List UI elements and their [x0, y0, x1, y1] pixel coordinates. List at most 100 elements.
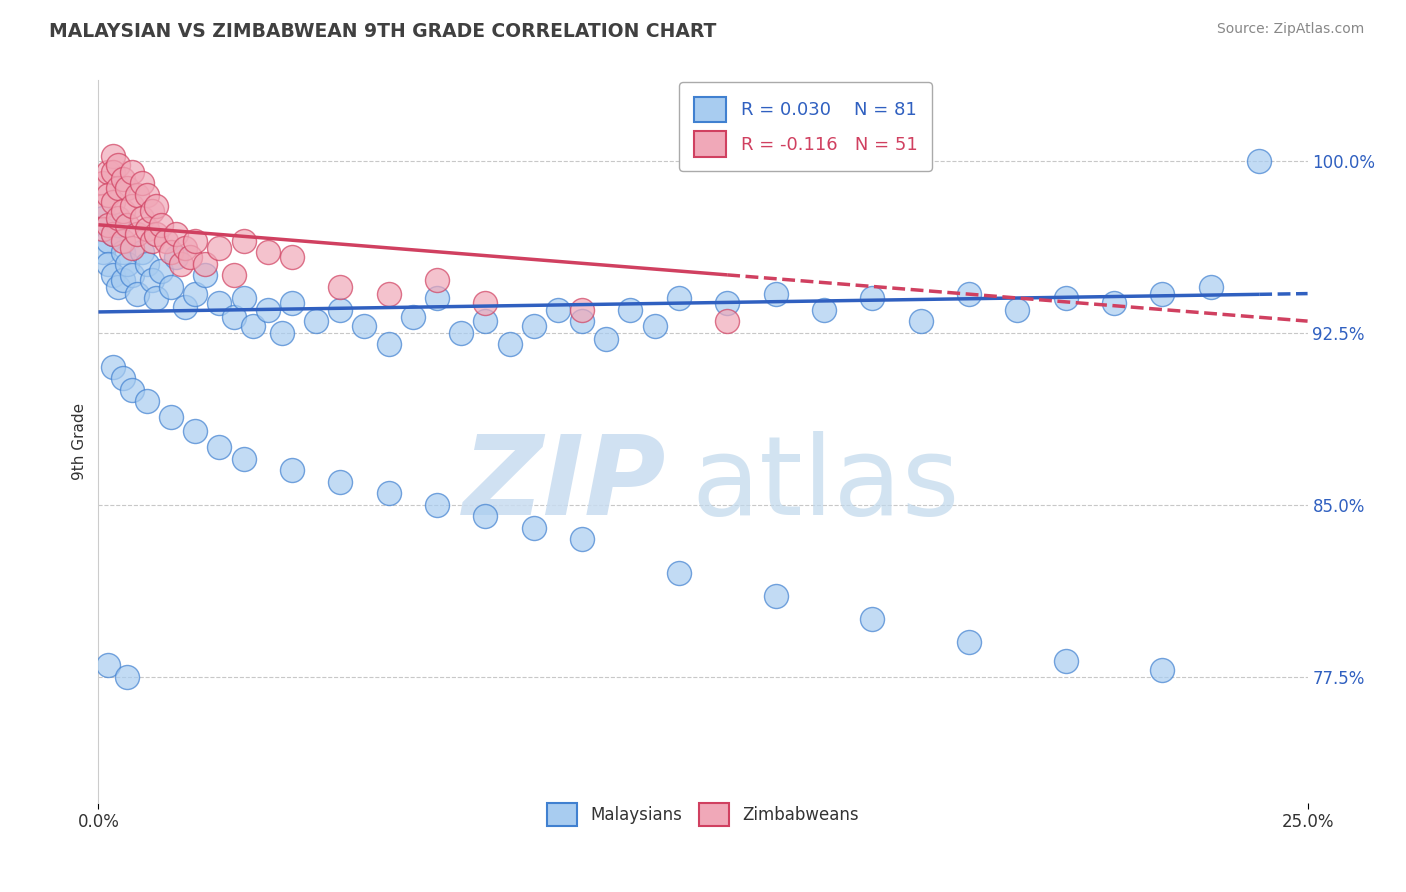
- Point: [957, 635, 980, 649]
- Point: [141, 234, 163, 248]
- Point: [184, 286, 207, 301]
- Point: [169, 257, 191, 271]
- Point: [107, 158, 129, 172]
- Point: [571, 314, 593, 328]
- Point: [910, 314, 932, 328]
- Point: [1249, 153, 1271, 168]
- Y-axis label: 9th Grade: 9th Grade: [72, 403, 87, 480]
- Point: [957, 286, 980, 301]
- Point: [160, 245, 183, 260]
- Point: [232, 234, 254, 248]
- Point: [668, 566, 690, 581]
- Point: [141, 273, 163, 287]
- Point: [644, 318, 666, 333]
- Point: [860, 291, 883, 305]
- Point: [174, 301, 197, 315]
- Point: [184, 424, 207, 438]
- Point: [121, 165, 143, 179]
- Point: [668, 291, 690, 305]
- Point: [117, 257, 139, 271]
- Point: [377, 286, 399, 301]
- Point: [377, 337, 399, 351]
- Point: [91, 177, 114, 191]
- Point: [353, 318, 375, 333]
- Point: [256, 302, 278, 317]
- Point: [127, 286, 149, 301]
- Point: [281, 463, 304, 477]
- Point: [305, 314, 328, 328]
- Point: [194, 257, 217, 271]
- Point: [160, 279, 183, 293]
- Point: [145, 199, 167, 213]
- Point: [426, 291, 449, 305]
- Point: [571, 532, 593, 546]
- Text: MALAYSIAN VS ZIMBABWEAN 9TH GRADE CORRELATION CHART: MALAYSIAN VS ZIMBABWEAN 9TH GRADE CORREL…: [49, 22, 717, 41]
- Point: [97, 658, 120, 673]
- Point: [329, 302, 352, 317]
- Point: [329, 279, 352, 293]
- Point: [131, 211, 153, 225]
- Text: Source: ZipAtlas.com: Source: ZipAtlas.com: [1216, 22, 1364, 37]
- Point: [474, 509, 496, 524]
- Point: [101, 227, 124, 241]
- Point: [111, 245, 134, 260]
- Point: [107, 181, 129, 195]
- Point: [97, 188, 120, 202]
- Point: [107, 211, 129, 225]
- Point: [117, 218, 139, 232]
- Point: [232, 451, 254, 466]
- Point: [271, 326, 294, 340]
- Point: [141, 204, 163, 219]
- Point: [329, 475, 352, 489]
- Point: [91, 211, 114, 225]
- Point: [377, 486, 399, 500]
- Point: [111, 371, 134, 385]
- Point: [765, 286, 787, 301]
- Point: [101, 359, 124, 374]
- Point: [208, 295, 231, 310]
- Point: [716, 295, 738, 310]
- Point: [523, 318, 546, 333]
- Point: [131, 245, 153, 260]
- Point: [107, 279, 129, 293]
- Point: [281, 295, 304, 310]
- Point: [1102, 295, 1125, 310]
- Point: [571, 302, 593, 317]
- Point: [155, 234, 177, 248]
- Point: [208, 241, 231, 255]
- Point: [1054, 291, 1077, 305]
- Point: [595, 333, 617, 347]
- Point: [860, 612, 883, 626]
- Point: [91, 222, 114, 236]
- Point: [101, 194, 124, 209]
- Point: [121, 241, 143, 255]
- Point: [179, 250, 201, 264]
- Point: [97, 257, 120, 271]
- Point: [165, 227, 187, 241]
- Text: atlas: atlas: [690, 432, 959, 539]
- Point: [135, 222, 157, 236]
- Point: [194, 268, 217, 283]
- Point: [121, 199, 143, 213]
- Point: [426, 273, 449, 287]
- Point: [91, 245, 114, 260]
- Point: [131, 177, 153, 191]
- Point: [813, 302, 835, 317]
- Point: [165, 250, 187, 264]
- Point: [474, 314, 496, 328]
- Point: [222, 310, 245, 324]
- Point: [127, 227, 149, 241]
- Point: [111, 204, 134, 219]
- Point: [101, 149, 124, 163]
- Point: [111, 172, 134, 186]
- Legend: Malaysians, Zimbabweans: Malaysians, Zimbabweans: [536, 791, 870, 838]
- Point: [242, 318, 264, 333]
- Point: [619, 302, 641, 317]
- Point: [145, 291, 167, 305]
- Point: [97, 165, 120, 179]
- Point: [145, 227, 167, 241]
- Point: [450, 326, 472, 340]
- Point: [135, 257, 157, 271]
- Point: [765, 590, 787, 604]
- Point: [101, 268, 124, 283]
